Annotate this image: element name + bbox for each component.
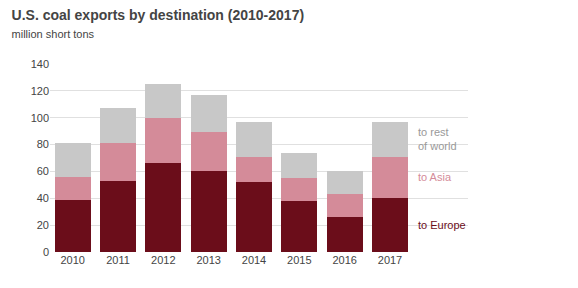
- svg-text:20: 20: [37, 219, 49, 231]
- svg-text:80: 80: [37, 138, 49, 150]
- svg-text:120: 120: [31, 85, 49, 97]
- svg-text:140: 140: [31, 58, 49, 70]
- svg-text:0: 0: [43, 246, 49, 258]
- svg-text:to Europe: to Europe: [418, 219, 466, 231]
- svg-text:2013: 2013: [196, 254, 220, 266]
- svg-text:2012: 2012: [151, 254, 175, 266]
- svg-text:to restof world: to restof world: [418, 126, 457, 152]
- svg-text:to Asia: to Asia: [418, 171, 452, 183]
- svg-text:2016: 2016: [332, 254, 356, 266]
- svg-text:2011: 2011: [106, 254, 130, 266]
- svg-text:2014: 2014: [242, 254, 266, 266]
- svg-text:100: 100: [31, 112, 49, 124]
- svg-text:2015: 2015: [287, 254, 311, 266]
- svg-text:60: 60: [37, 165, 49, 177]
- svg-text:2017: 2017: [378, 254, 402, 266]
- svg-text:U.S. coal exports by destinati: U.S. coal exports by destination (2010-2…: [12, 7, 305, 40]
- svg-text:40: 40: [37, 192, 49, 204]
- svg-text:2010: 2010: [60, 254, 84, 266]
